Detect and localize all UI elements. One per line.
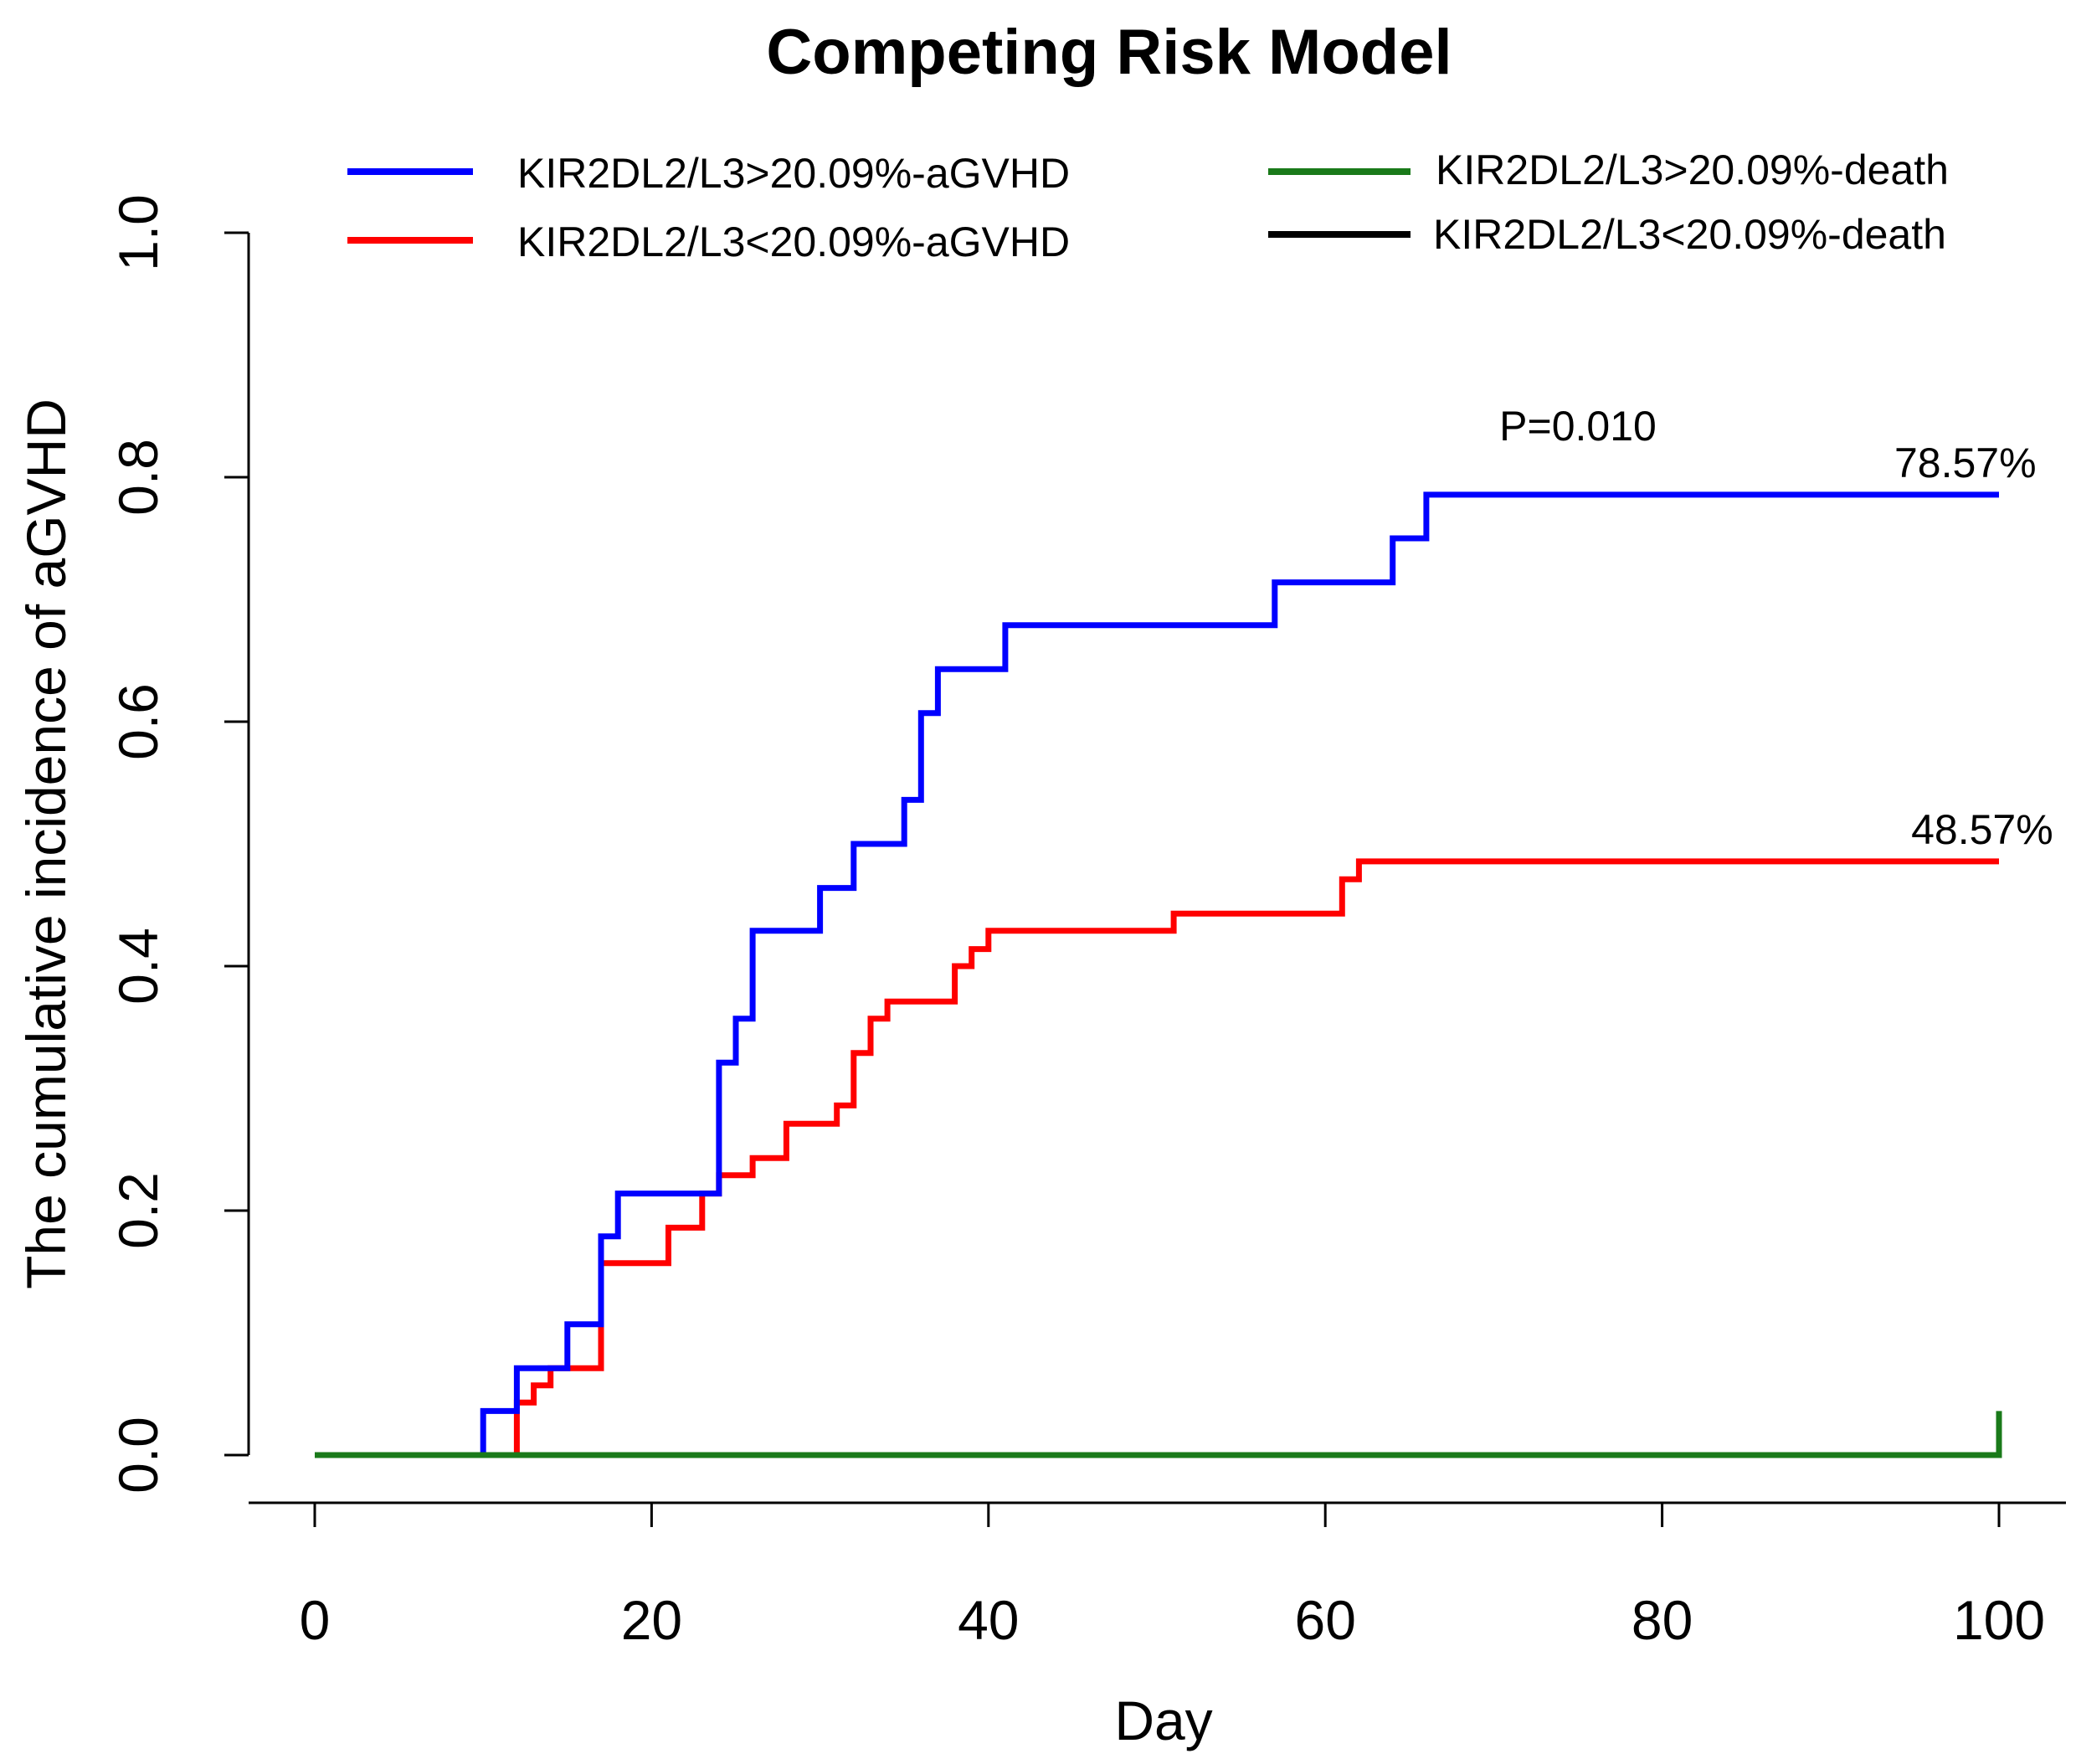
chart-title: Competing Risk Model [766, 17, 1452, 88]
x-tick-label-1: 20 [621, 1589, 682, 1651]
y-tick-label-3: 0.6 [107, 683, 169, 760]
legend-label-2: KIR2DL2/L3>20.09%-death [1436, 147, 1949, 193]
series-line-0 [315, 491, 1999, 1458]
legend-label-3: KIR2DL2/L3<20.09%-death [1433, 211, 1946, 258]
x-axis-title: Day [1114, 1689, 1212, 1751]
x-tick-label-4: 80 [1632, 1589, 1693, 1651]
x-tick-label-5: 100 [1953, 1589, 2045, 1651]
x-tick-label-2: 40 [958, 1589, 1019, 1651]
y-tick-label-1: 0.2 [107, 1172, 169, 1249]
legend-label-0: KIR2DL2/L3>20.09%-aGVHD [517, 150, 1070, 197]
annotation-2: 48.57% [1911, 806, 2053, 853]
y-tick-label-0: 0.0 [107, 1417, 169, 1494]
annotation-0: P=0.010 [1499, 403, 1657, 450]
x-tick-label-3: 60 [1294, 1589, 1355, 1651]
series-line-1 [315, 858, 1999, 1458]
y-tick-label-5: 1.0 [107, 194, 169, 271]
x-axis: 0 20 40 60 80 100 [249, 1501, 2066, 1651]
y-axis-title: The cumulative incidence of aGVHD [15, 399, 77, 1289]
legend-label-1: KIR2DL2/L3<20.09%-aGVHD [517, 219, 1070, 265]
series-line-2 [315, 1411, 2002, 1458]
series-layer [315, 491, 2002, 1458]
legend: KIR2DL2/L3>20.09%-aGVHD KIR2DL2/L3<20.09… [347, 147, 1949, 265]
annotation-layer: P=0.010 78.57% 48.57% [1499, 403, 2053, 853]
y-axis: 0.0 0.2 0.4 0.6 0.8 1.0 [107, 194, 250, 1494]
y-tick-label-2: 0.4 [107, 928, 169, 1005]
x-tick-label-0: 0 [300, 1589, 331, 1651]
annotation-1: 78.57% [1894, 440, 2037, 486]
y-tick-label-4: 0.8 [107, 439, 169, 516]
